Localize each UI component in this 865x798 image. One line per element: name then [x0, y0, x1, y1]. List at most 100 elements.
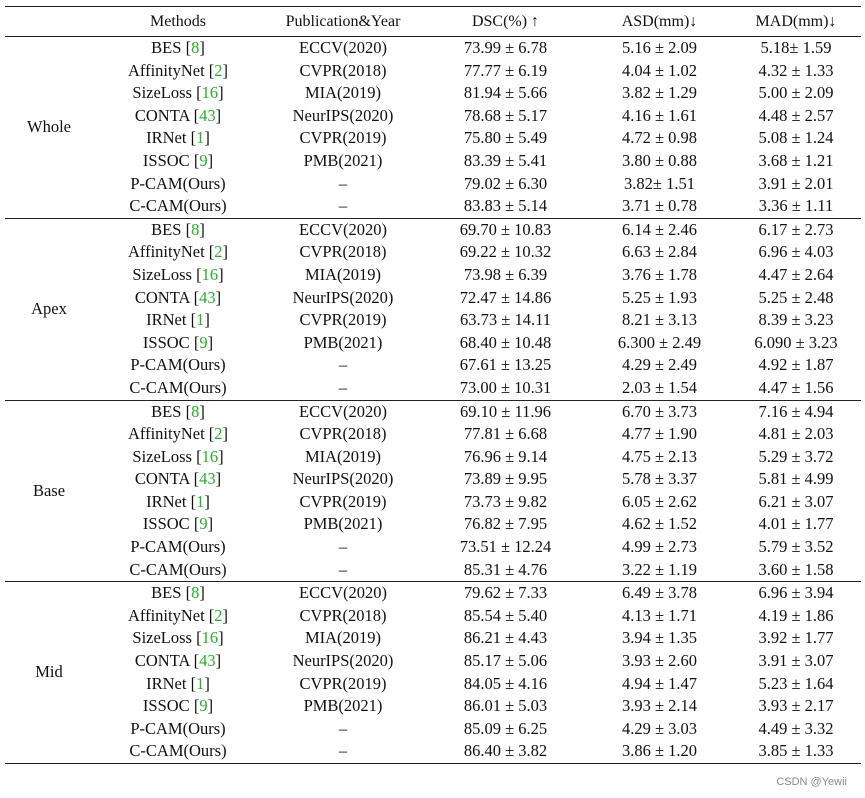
mad-cell: 6.090 ± 3.23	[754, 332, 838, 352]
citation-link[interactable]: 43	[199, 651, 216, 671]
publication-cell: CVPR(2018)	[299, 424, 387, 444]
method-cell: ISSOC [9]	[142, 514, 214, 534]
method-name: C-CAM(Ours)	[129, 196, 227, 216]
citation-link[interactable]: 9	[199, 696, 208, 716]
asd-cell: 5.78 ± 3.37	[621, 469, 698, 489]
publication-cell: PMB(2021)	[303, 150, 383, 170]
asd-cell: 6.70 ± 3.73	[621, 401, 698, 421]
publication-cell: –	[338, 355, 348, 375]
citation-link[interactable]: 9	[199, 514, 208, 534]
dsc-cell: 73.98 ± 6.39	[463, 264, 548, 284]
table-row: IRNet [1] CVPR(2019) 73.73 ± 9.82 6.05 ± 2.…	[5, 491, 861, 514]
method-cell: AffinityNet [2]	[127, 60, 229, 80]
mad-cell: 6.96 ± 3.94	[758, 583, 834, 603]
dsc-cell: 76.82 ± 7.95	[463, 514, 548, 534]
mad-cell: 4.49 ± 3.32	[758, 718, 834, 738]
dsc-cell: 69.70 ± 10.83	[459, 219, 552, 239]
asd-cell: 4.29 ± 3.03	[621, 718, 698, 738]
publication-cell: CVPR(2019)	[299, 491, 387, 511]
dsc-cell: 75.80 ± 5.49	[463, 128, 548, 148]
publication-cell: PMB(2021)	[303, 696, 383, 716]
dsc-cell: 72.47 ± 14.86	[459, 287, 552, 307]
mad-cell: 5.18± 1.59	[760, 38, 832, 57]
citation-link[interactable]: 1	[196, 673, 205, 693]
method-cell: P-CAM(Ours)	[93, 354, 263, 377]
citation-link[interactable]: 8	[191, 38, 200, 57]
dsc-cell: 83.39 ± 5.41	[463, 150, 548, 170]
citation-link[interactable]: 8	[191, 219, 200, 239]
citation-link[interactable]: 9	[199, 150, 208, 170]
citation-link[interactable]: 16	[201, 83, 219, 103]
dsc-cell: 85.54 ± 5.40	[463, 605, 548, 625]
citation-link[interactable]: 2	[214, 605, 223, 625]
mad-cell: 5.79 ± 3.52	[758, 537, 834, 557]
citation-link[interactable]: 2	[214, 242, 223, 262]
mad-cell: 4.81 ± 2.03	[758, 424, 834, 444]
method-cell: BES [8]	[151, 401, 205, 421]
method-name: IRNet	[146, 673, 187, 693]
table-row: IRNet [1] CVPR(2019) 84.05 ± 4.16 4.94 ± 1.…	[5, 673, 861, 696]
method-cell: P-CAM(Ours)	[93, 173, 263, 196]
method-name: AffinityNet	[127, 242, 205, 262]
mad-cell: 3.91 ± 3.07	[758, 651, 834, 671]
asd-cell: 3.93 ± 2.14	[621, 696, 698, 716]
asd-cell: 3.82± 1.51	[624, 173, 695, 193]
mad-cell: 5.25 ± 2.48	[758, 287, 834, 307]
mad-cell: 4.19 ± 1.86	[758, 605, 834, 625]
publication-cell: MIA(2019)	[304, 446, 382, 466]
citation-link[interactable]: 9	[199, 332, 208, 352]
asd-cell: 4.62 ± 1.52	[621, 514, 698, 534]
table-row: ISSOC [9] PMB(2021) 68.40 ± 10.48 6.300 ± 2…	[5, 332, 861, 355]
table-row: C-CAM(Ours) – 85.31 ± 4.76 3.22 ± 1.19 3.60 …	[5, 559, 861, 582]
method-name: BES	[151, 583, 182, 603]
citation-link[interactable]: 8	[191, 401, 200, 421]
citation-link[interactable]: 16	[201, 628, 219, 648]
group-label: Base	[32, 480, 66, 500]
method-name: IRNet	[146, 310, 187, 330]
table-row: Base BES [8] ECCV(2020) 69.10 ± 11.96 6.70 ±…	[5, 400, 861, 500]
method-cell: CONTA [43]	[134, 287, 222, 307]
citation-link[interactable]: 1	[196, 491, 205, 511]
dsc-cell: 77.77 ± 6.19	[463, 60, 548, 80]
mad-cell: 5.23 ± 1.64	[758, 673, 834, 693]
table-row: C-CAM(Ours) – 86.40 ± 3.82 3.86 ± 1.20 3.85 …	[5, 740, 861, 764]
table-row: SizeLoss [16] MIA(2019) 76.96 ± 9.14 4.75 ±…	[5, 446, 861, 469]
citation-link[interactable]: 1	[196, 310, 205, 330]
citation-link[interactable]: 16	[201, 264, 219, 284]
table-row: AffinityNet [2] CVPR(2018) 69.22 ± 10.32 6.…	[5, 241, 861, 264]
dsc-cell: 86.01 ± 5.03	[463, 696, 548, 716]
asd-cell: 6.05 ± 2.62	[621, 491, 698, 511]
method-cell: C-CAM(Ours)	[93, 559, 263, 582]
dsc-cell: 63.73 ± 14.11	[460, 310, 551, 330]
citation-link[interactable]: 16	[201, 446, 219, 466]
table-row: ISSOC [9] PMB(2021) 86.01 ± 5.03 3.93 ± 2.1…	[5, 695, 861, 718]
mad-cell: 5.81 ± 4.99	[758, 469, 834, 489]
publication-cell: CVPR(2018)	[299, 60, 387, 80]
mad-cell: 3.60 ± 1.58	[758, 559, 834, 579]
method-cell: ISSOC [9]	[142, 696, 214, 716]
publication-cell: –	[338, 173, 348, 193]
method-cell: IRNet [1]	[146, 491, 210, 511]
method-name: CONTA	[134, 651, 190, 671]
citation-link[interactable]: 43	[199, 105, 216, 125]
publication-cell: ECCV(2020)	[299, 401, 387, 421]
citation-link[interactable]: 43	[199, 469, 216, 489]
asd-cell: 4.13 ± 1.71	[621, 605, 698, 625]
citation-link[interactable]: 1	[196, 128, 205, 148]
citation-link[interactable]: 2	[214, 424, 223, 444]
mad-cell: 4.48 ± 2.57	[758, 105, 834, 125]
dsc-cell: 77.81 ± 6.68	[463, 424, 548, 444]
asd-cell: 6.63 ± 2.84	[621, 242, 698, 262]
citation-link[interactable]: 43	[199, 287, 216, 307]
mad-cell: 3.93 ± 2.17	[758, 696, 834, 716]
citation-link[interactable]: 8	[191, 583, 200, 603]
method-name: CONTA	[134, 469, 190, 489]
dsc-cell: 76.96 ± 9.14	[463, 446, 548, 466]
dsc-header: DSC(%) ↑	[471, 13, 540, 30]
citation-link[interactable]: 2	[214, 60, 223, 80]
mad-cell: 6.21 ± 3.07	[758, 491, 834, 511]
asd-cell: 5.16 ± 2.09	[621, 38, 698, 57]
publication-cell: –	[338, 537, 348, 557]
publication-cell: ECCV(2020)	[299, 219, 387, 239]
table-row: Whole BES [8] ECCV(2020) 73.99 ± 6.78 5.16 ±…	[5, 37, 861, 136]
